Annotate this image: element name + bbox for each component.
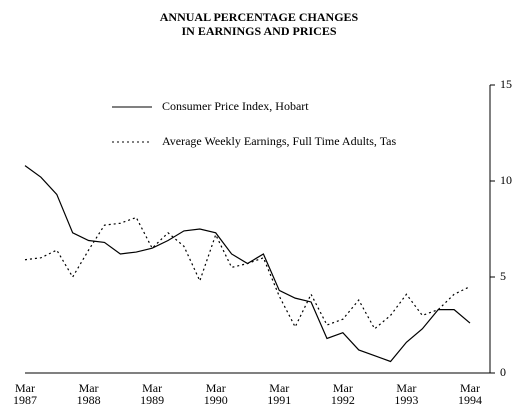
- chart-title: ANNUAL PERCENTAGE CHANGES: [160, 10, 359, 24]
- y-tick-label: 15: [500, 77, 512, 91]
- y-tick-label: 5: [500, 269, 506, 283]
- legend-label: Consumer Price Index, Hobart: [162, 99, 309, 113]
- chart-title: IN EARNINGS AND PRICES: [181, 24, 336, 38]
- series-line: [24, 216, 471, 330]
- y-tick-label: 10: [500, 173, 512, 187]
- y-tick-label: 0: [500, 365, 506, 379]
- x-tick-label: Mar 1990: [203, 381, 228, 407]
- x-tick-label: Mar 1987: [13, 381, 37, 407]
- x-tick-label: Mar 1992: [330, 381, 355, 407]
- x-tick-label: Mar 1991: [267, 381, 292, 407]
- legend-label: Average Weekly Earnings, Full Time Adult…: [162, 134, 397, 148]
- x-tick-label: Mar 1989: [140, 381, 165, 407]
- x-tick-label: Mar 1994: [458, 381, 482, 407]
- x-tick-label: Mar 1993: [394, 381, 419, 407]
- x-tick-label: Mar 1988: [76, 381, 101, 407]
